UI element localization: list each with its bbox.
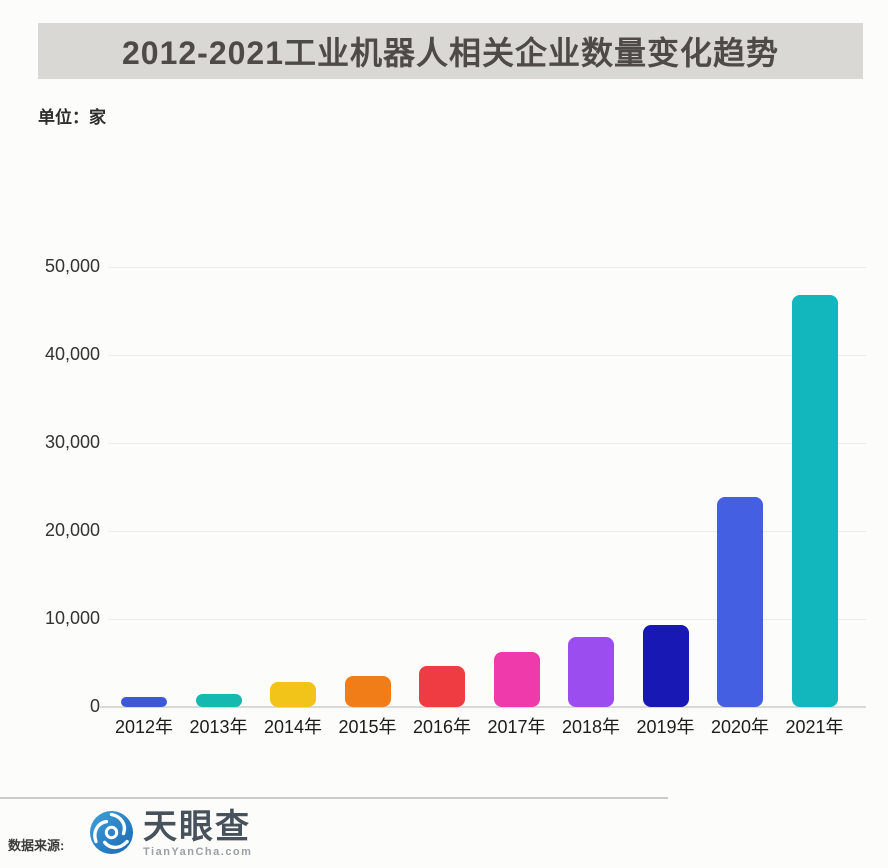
y-axis-tick-label: 30,000 bbox=[44, 432, 100, 452]
logo-domain: TianYanCha.com bbox=[143, 846, 253, 858]
tianyancha-logo: 天眼查 TianYanCha.com bbox=[88, 809, 252, 858]
logo-text-column: 天眼查 TianYanCha.com bbox=[143, 809, 252, 858]
x-axis-label-2020: 2020年 bbox=[710, 717, 770, 737]
footer-divider bbox=[0, 797, 668, 799]
x-axis-label-2018: 2018年 bbox=[561, 717, 621, 737]
x-axis-label-2016: 2016年 bbox=[412, 717, 472, 737]
x-axis-label-2019: 2019年 bbox=[636, 717, 695, 737]
bar-2017 bbox=[493, 651, 540, 707]
bar-2021 bbox=[791, 295, 838, 707]
bar-2013 bbox=[195, 693, 242, 707]
data-source-label: 数据来源: bbox=[8, 838, 65, 853]
bar-2019 bbox=[642, 625, 689, 707]
x-axis-label-2015: 2015年 bbox=[338, 717, 397, 737]
x-axis-line bbox=[100, 706, 866, 708]
bar-2015 bbox=[344, 676, 391, 707]
x-axis-label-2017: 2017年 bbox=[487, 717, 546, 737]
x-axis-label-2012: 2012年 bbox=[114, 717, 174, 737]
gridline bbox=[108, 531, 866, 532]
bar-2016 bbox=[419, 665, 465, 707]
bar-2014 bbox=[270, 682, 316, 707]
gridline bbox=[108, 267, 866, 268]
title-banner: 2012-2021工业机器人相关企业数量变化趋势 bbox=[38, 23, 863, 79]
x-axis-label-2014: 2014年 bbox=[263, 717, 323, 737]
unit-label: 单位：家 bbox=[38, 108, 106, 127]
bar-chart-plot-area: 0 10,000 20,000 30,000 40,000 50,000 2012年 2013… bbox=[44, 256, 866, 737]
x-axis-label-2013: 2013年 bbox=[189, 717, 248, 737]
bar-2020 bbox=[717, 496, 763, 707]
bar-2018 bbox=[568, 636, 614, 707]
chart-title: 2012-2021工业机器人相关企业数量变化趋势 bbox=[121, 35, 780, 71]
y-axis-tick-label: 40,000 bbox=[44, 344, 100, 364]
y-axis-tick-label: 20,000 bbox=[44, 520, 100, 540]
aperture-eye-icon bbox=[88, 809, 135, 856]
gridline bbox=[108, 355, 866, 356]
bar-2012 bbox=[121, 697, 167, 707]
logo-name: 天眼查 bbox=[143, 808, 251, 846]
gridline bbox=[108, 619, 866, 620]
gridline bbox=[108, 443, 866, 444]
x-axis-label-2021: 2021年 bbox=[785, 717, 844, 737]
y-axis-tick-label: 10,000 bbox=[44, 608, 100, 628]
y-axis-tick-label: 0 bbox=[89, 696, 100, 716]
y-axis-tick-label: 50,000 bbox=[44, 256, 100, 276]
